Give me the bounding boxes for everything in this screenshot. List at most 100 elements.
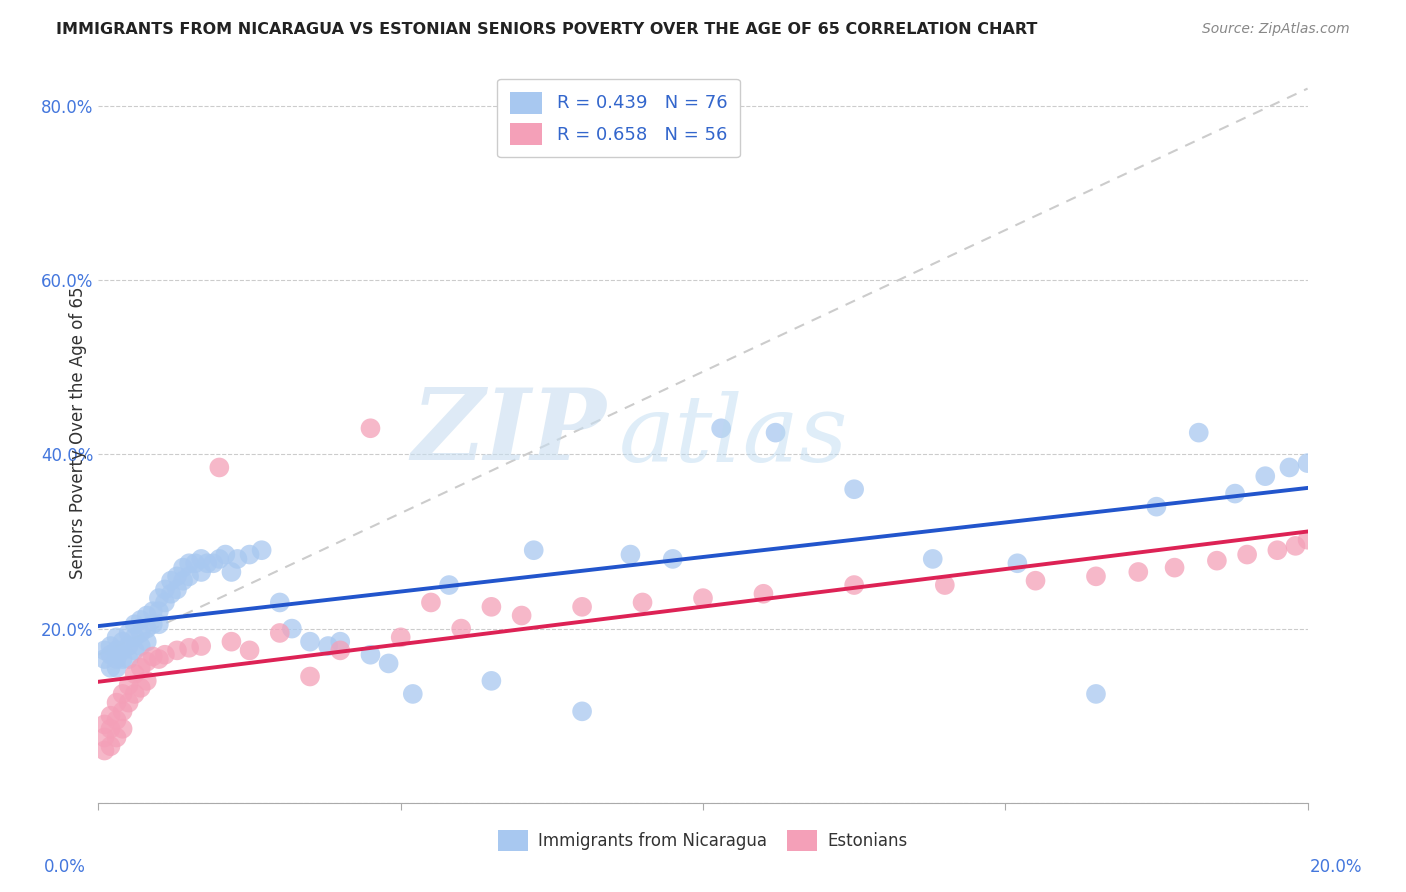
- Point: [1267, 543, 1289, 558]
- Point: [1144, 500, 1167, 514]
- Point: [135, 673, 157, 688]
- Point: [692, 591, 714, 606]
- Point: [190, 639, 212, 653]
- Point: [148, 617, 170, 632]
- Point: [129, 639, 152, 653]
- Point: [360, 421, 382, 435]
- Point: [619, 548, 641, 562]
- Point: [184, 556, 207, 570]
- Point: [844, 578, 866, 592]
- Point: [111, 722, 134, 736]
- Point: [329, 643, 352, 657]
- Point: [481, 599, 503, 614]
- Point: [105, 643, 128, 657]
- Legend: Immigrants from Nicaragua, Estonians: Immigrants from Nicaragua, Estonians: [492, 823, 914, 857]
- Point: [142, 649, 165, 664]
- Point: [1344, 508, 1367, 523]
- Point: [118, 678, 141, 692]
- Point: [510, 608, 533, 623]
- Point: [118, 639, 141, 653]
- Point: [105, 630, 128, 644]
- Point: [148, 652, 170, 666]
- Point: [172, 560, 194, 574]
- Point: [135, 655, 157, 669]
- Point: [1223, 486, 1246, 500]
- Point: [269, 626, 291, 640]
- Point: [129, 613, 152, 627]
- Point: [299, 669, 322, 683]
- Point: [111, 634, 134, 648]
- Point: [921, 552, 943, 566]
- Point: [142, 604, 165, 618]
- Point: [129, 626, 152, 640]
- Text: 0.0%: 0.0%: [44, 858, 86, 876]
- Point: [105, 696, 128, 710]
- Point: [142, 617, 165, 632]
- Point: [111, 643, 134, 657]
- Point: [100, 648, 122, 662]
- Y-axis label: Seniors Poverty Over the Age of 65: Seniors Poverty Over the Age of 65: [69, 286, 87, 579]
- Point: [100, 661, 122, 675]
- Point: [214, 548, 236, 562]
- Point: [105, 661, 128, 675]
- Point: [166, 569, 188, 583]
- Point: [166, 582, 188, 597]
- Point: [710, 421, 733, 435]
- Point: [450, 622, 472, 636]
- Point: [111, 704, 134, 718]
- Point: [124, 617, 146, 632]
- Point: [100, 722, 122, 736]
- Point: [1085, 687, 1108, 701]
- Point: [269, 595, 291, 609]
- Point: [179, 569, 201, 583]
- Text: ZIP: ZIP: [412, 384, 606, 481]
- Point: [1296, 533, 1319, 547]
- Point: [124, 630, 146, 644]
- Point: [661, 552, 683, 566]
- Text: atlas: atlas: [619, 392, 848, 482]
- Point: [1284, 539, 1306, 553]
- Point: [420, 595, 443, 609]
- Point: [100, 708, 122, 723]
- Point: [571, 704, 593, 718]
- Point: [129, 661, 152, 675]
- Point: [208, 552, 231, 566]
- Point: [124, 666, 146, 681]
- Point: [93, 731, 115, 745]
- Point: [160, 587, 183, 601]
- Point: [111, 652, 134, 666]
- Point: [208, 460, 231, 475]
- Point: [329, 634, 352, 648]
- Point: [377, 657, 399, 671]
- Point: [1007, 556, 1029, 570]
- Point: [166, 643, 188, 657]
- Point: [631, 595, 654, 609]
- Point: [100, 639, 122, 653]
- Point: [93, 652, 115, 666]
- Point: [153, 595, 176, 609]
- Point: [118, 626, 141, 640]
- Point: [844, 482, 866, 496]
- Point: [523, 543, 546, 558]
- Point: [148, 591, 170, 606]
- Point: [160, 574, 183, 588]
- Point: [1236, 548, 1258, 562]
- Point: [752, 587, 775, 601]
- Point: [172, 574, 194, 588]
- Point: [239, 548, 262, 562]
- Point: [179, 640, 201, 655]
- Point: [153, 582, 176, 597]
- Point: [437, 578, 460, 592]
- Point: [1254, 469, 1277, 483]
- Point: [1327, 517, 1350, 532]
- Text: 20.0%: 20.0%: [1309, 858, 1362, 876]
- Point: [129, 681, 152, 695]
- Point: [118, 652, 141, 666]
- Point: [202, 556, 225, 570]
- Text: Source: ZipAtlas.com: Source: ZipAtlas.com: [1202, 22, 1350, 37]
- Point: [221, 634, 243, 648]
- Point: [148, 604, 170, 618]
- Point: [1128, 565, 1150, 579]
- Point: [105, 713, 128, 727]
- Point: [124, 643, 146, 657]
